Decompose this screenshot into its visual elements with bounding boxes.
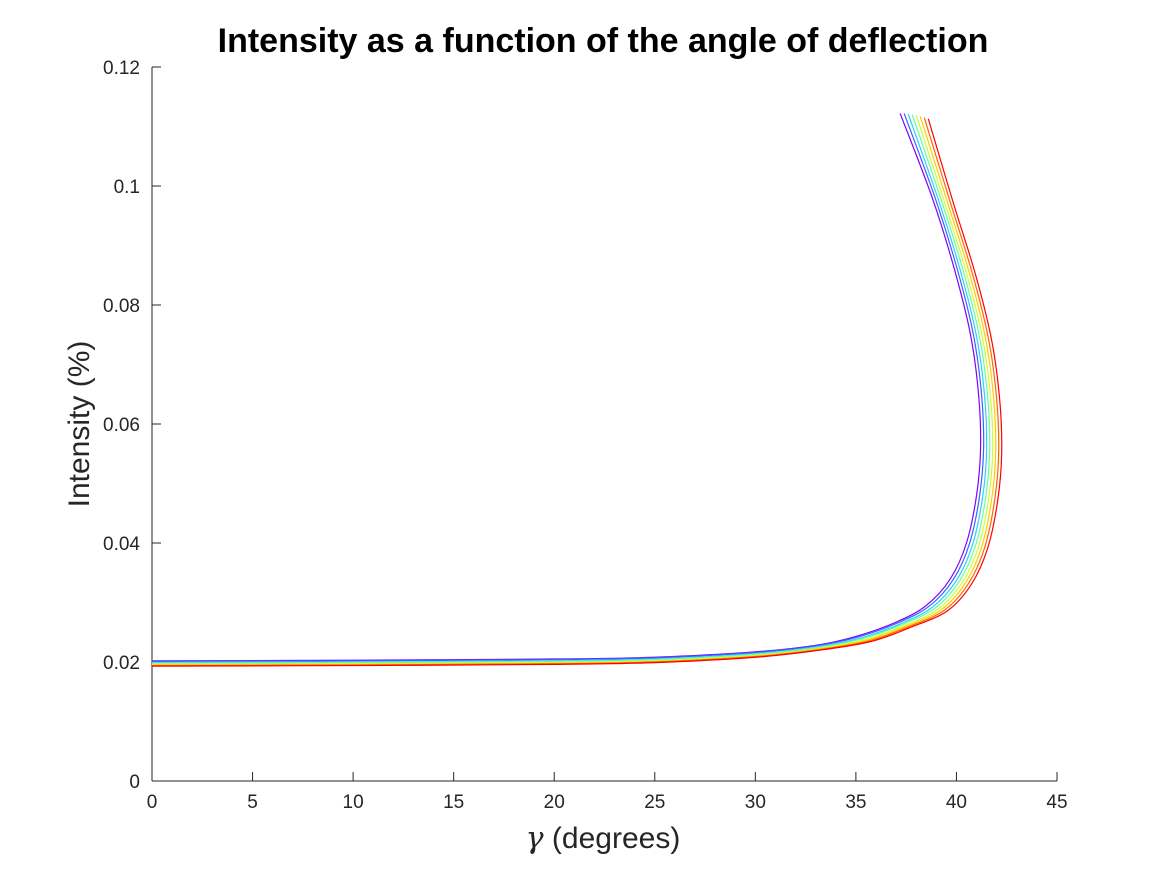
x-tick-label: 30 (745, 792, 766, 813)
x-tick-label: 45 (1046, 792, 1067, 813)
x-axis-label: γ (degrees) (526, 821, 681, 856)
series-group (151, 113, 1003, 667)
y-tick-label: 0.06 (103, 415, 140, 436)
chart-title: Intensity as a function of the angle of … (218, 22, 989, 60)
x-axis-label-symbol: γ (526, 821, 544, 856)
x-tick-label: 35 (845, 792, 866, 813)
x-tick-label: 40 (946, 792, 967, 813)
y-axis-label: Intensity (%) (63, 341, 96, 508)
x-tick-label: 5 (247, 792, 258, 813)
y-tick-label: 0.02 (103, 653, 140, 674)
series-line (151, 114, 991, 664)
y-tick-label: 0 (129, 772, 140, 793)
series-line (151, 118, 1003, 667)
x-tick-label: 0 (147, 792, 158, 813)
x-tick-label: 20 (544, 792, 565, 813)
y-tick-label: 0.08 (103, 296, 140, 317)
y-tick-label: 0.12 (103, 58, 140, 79)
x-tick-label: 10 (343, 792, 364, 813)
y-tick-label: 0.04 (103, 534, 140, 555)
y-ticks: 0 0.02 0.04 0.06 0.08 0.1 0.12 (103, 58, 161, 793)
x-axis-label-text: (degrees) (544, 822, 681, 855)
y-tick-label: 0.1 (114, 177, 140, 198)
x-tick-label: 25 (644, 792, 665, 813)
series-line (151, 113, 985, 662)
x-ticks: 0 5 10 15 20 25 30 35 40 45 (147, 772, 1068, 813)
x-tick-label: 15 (443, 792, 464, 813)
